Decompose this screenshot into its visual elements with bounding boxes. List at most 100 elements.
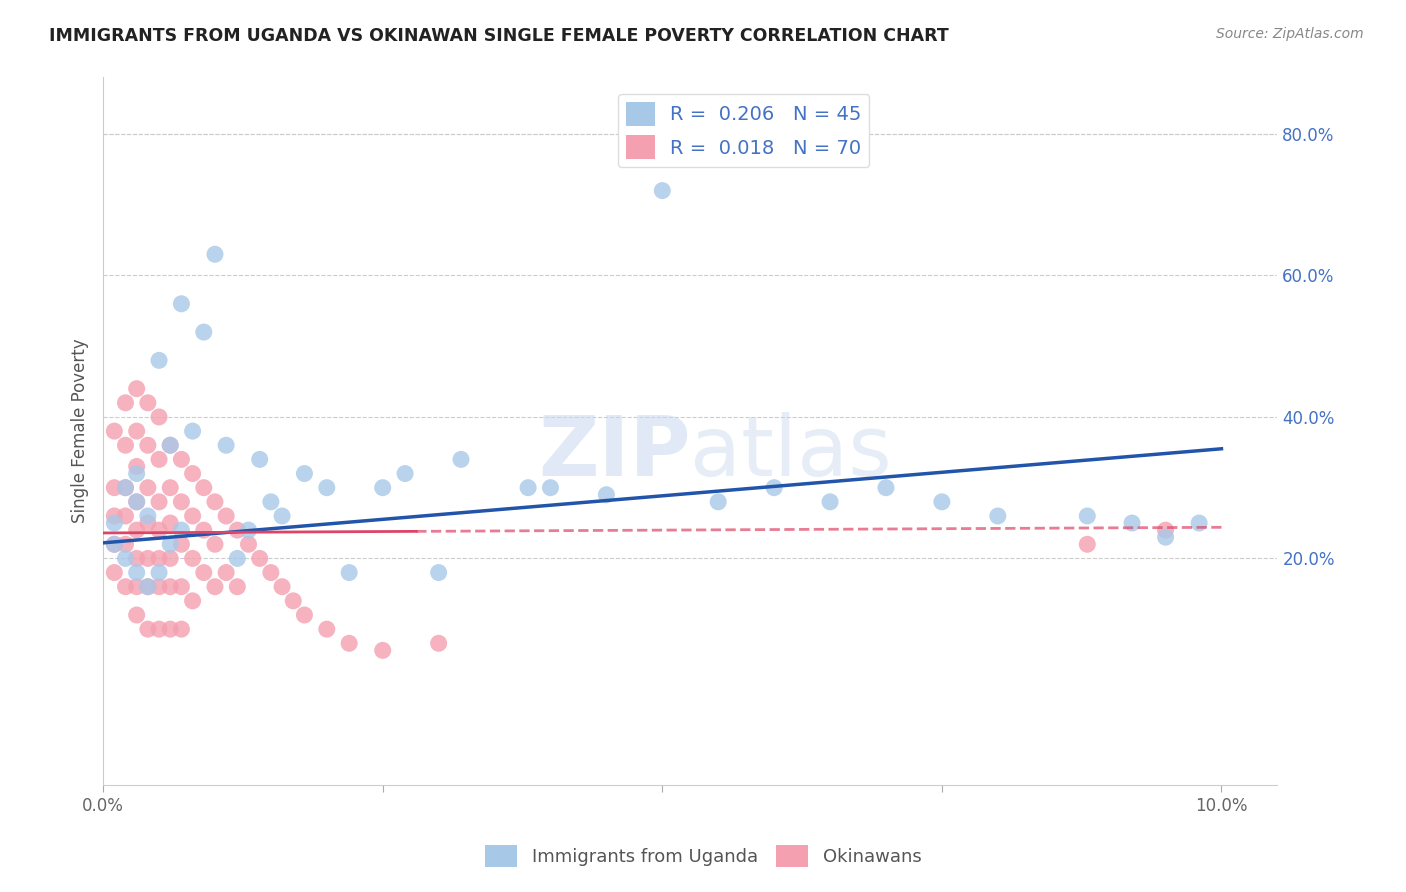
Point [170,537,193,551]
Point [136,508,159,523]
Point [226,551,249,566]
Point [193,481,215,495]
Y-axis label: Single Female Poverty: Single Female Poverty [72,339,89,524]
Point [193,566,215,580]
Point [204,247,226,261]
Text: Source: ZipAtlas.com: Source: ZipAtlas.com [1216,27,1364,41]
Point [204,580,226,594]
Point [260,566,283,580]
Point [170,297,193,311]
Legend: Immigrants from Uganda, Okinawans: Immigrants from Uganda, Okinawans [478,838,928,874]
Point [136,516,159,530]
Point [125,495,148,509]
Point [651,184,673,198]
Point [125,495,148,509]
Point [148,495,170,509]
Point [283,594,305,608]
Point [148,409,170,424]
Point [181,424,204,438]
Point [136,580,159,594]
Point [114,481,136,495]
Point [249,551,271,566]
Point [763,481,786,495]
Point [249,452,271,467]
Point [103,537,125,551]
Point [1188,516,1211,530]
Point [371,481,394,495]
Point [148,523,170,537]
Point [125,607,148,622]
Point [226,580,249,594]
Point [170,452,193,467]
Point [159,622,181,636]
Point [707,495,730,509]
Point [103,516,125,530]
Point [136,481,159,495]
Point [215,438,238,452]
Legend: R =  0.206   N = 45, R =  0.018   N = 70: R = 0.206 N = 45, R = 0.018 N = 70 [617,95,869,167]
Point [371,643,394,657]
Point [125,551,148,566]
Point [114,580,136,594]
Point [875,481,897,495]
Point [1154,523,1177,537]
Point [204,537,226,551]
Point [148,551,170,566]
Point [148,566,170,580]
Point [170,523,193,537]
Point [818,495,841,509]
Point [148,580,170,594]
Point [238,537,260,551]
Point [193,325,215,339]
Point [1076,537,1098,551]
Point [103,508,125,523]
Point [315,481,337,495]
Point [315,622,337,636]
Point [114,551,136,566]
Point [125,459,148,474]
Point [181,551,204,566]
Point [159,551,181,566]
Point [540,481,562,495]
Point [148,622,170,636]
Point [170,495,193,509]
Point [215,508,238,523]
Point [1154,530,1177,544]
Point [125,382,148,396]
Point [427,636,450,650]
Point [337,566,360,580]
Text: atlas: atlas [690,412,891,492]
Point [125,566,148,580]
Point [125,424,148,438]
Point [103,424,125,438]
Point [136,551,159,566]
Point [987,508,1010,523]
Point [148,452,170,467]
Point [271,508,294,523]
Point [159,580,181,594]
Point [103,566,125,580]
Point [159,537,181,551]
Point [595,488,617,502]
Point [114,396,136,410]
Point [159,438,181,452]
Point [517,481,540,495]
Point [136,580,159,594]
Text: ZIP: ZIP [537,412,690,492]
Point [204,495,226,509]
Point [148,353,170,368]
Point [181,508,204,523]
Point [181,467,204,481]
Point [114,537,136,551]
Point [931,495,953,509]
Point [170,622,193,636]
Point [1076,508,1098,523]
Point [337,636,360,650]
Point [294,467,316,481]
Point [103,537,125,551]
Point [159,438,181,452]
Point [125,467,148,481]
Point [238,523,260,537]
Point [136,396,159,410]
Point [181,594,204,608]
